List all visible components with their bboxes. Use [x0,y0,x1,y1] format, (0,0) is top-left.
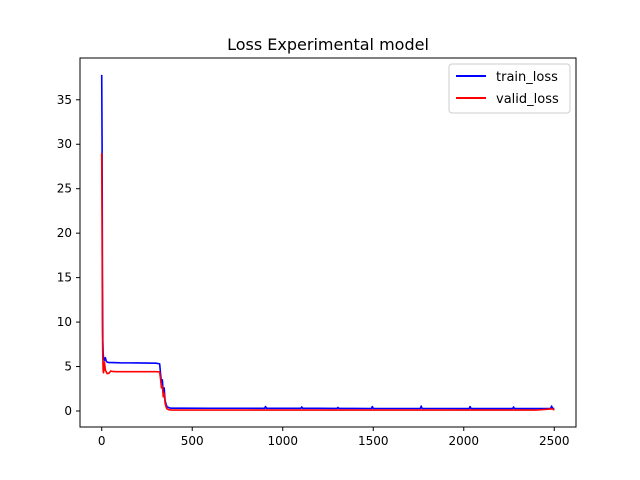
y-tick-label: 35 [57,93,72,107]
y-tick-label: 30 [57,137,72,151]
x-tick-label: 500 [181,434,204,448]
series-line-train-loss [100,74,555,410]
chart-title: Loss Experimental model [227,35,429,54]
y-tick-label: 0 [64,404,72,418]
y-tick-label: 25 [57,182,72,196]
y-tick-label: 15 [57,271,72,285]
x-tick-label: 1000 [267,434,298,448]
series-layer [100,74,555,411]
legend-label-valid-loss: valid_loss [496,92,559,107]
x-axis: 0 500 1000 1500 2000 2500 [98,427,570,448]
x-tick-label: 1500 [358,434,389,448]
plot-frame [79,57,577,428]
y-tick-label: 20 [57,226,72,240]
x-tick-label: 2000 [448,434,479,448]
y-tick-label: 10 [57,315,72,329]
y-tick-label: 5 [64,360,72,374]
x-tick-label: 2500 [539,434,570,448]
legend: train_loss valid_loss [448,63,571,114]
y-axis: 0 5 10 15 20 25 30 35 [57,93,80,418]
x-tick-label: 0 [98,434,106,448]
legend-label-train-loss: train_loss [496,70,558,85]
series-line-valid-loss [100,153,555,411]
